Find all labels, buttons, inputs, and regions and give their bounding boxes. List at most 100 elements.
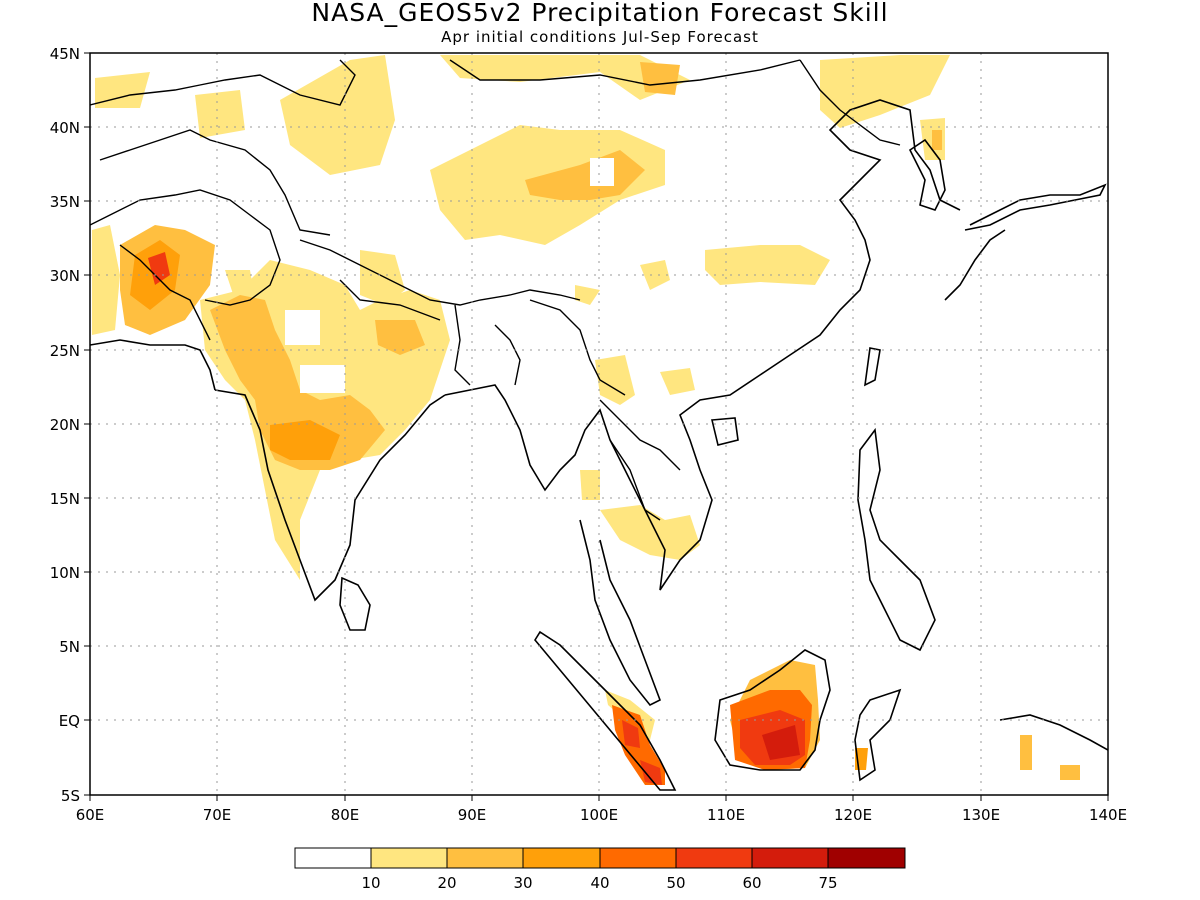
coastline xyxy=(534,630,677,791)
colorbar-label: 40 xyxy=(590,874,609,892)
coastline xyxy=(908,138,946,211)
border xyxy=(449,59,801,86)
colorbar-swatch xyxy=(827,847,906,869)
lon-tick-label: 140E xyxy=(1089,806,1127,824)
lat-tick-label: EQ xyxy=(59,712,80,730)
shade-region xyxy=(640,760,662,785)
border xyxy=(529,299,626,396)
lat-tick-label: 5N xyxy=(59,638,80,656)
colorbar-label: 50 xyxy=(666,874,685,892)
border xyxy=(90,189,281,306)
coastline xyxy=(579,519,662,707)
colorbar-swatch xyxy=(370,847,448,869)
shade-region xyxy=(622,720,640,748)
colorbar-swatch xyxy=(599,847,677,869)
shade-gap xyxy=(590,158,614,186)
lat-tick-label: 45N xyxy=(50,45,80,63)
shade-region xyxy=(600,505,700,560)
colorbar-swatch xyxy=(446,847,524,869)
page-subtitle: Apr initial conditions Jul-Sep Forecast xyxy=(441,28,759,46)
colorbar: 10 20 30 40 50 60 75 xyxy=(294,847,906,892)
coastline xyxy=(944,229,1006,301)
shade-region xyxy=(580,470,600,500)
lat-tick-label: 25N xyxy=(50,342,80,360)
border xyxy=(99,129,331,236)
shade-region xyxy=(360,250,405,305)
colorbar-swatch xyxy=(522,847,601,869)
coastline xyxy=(964,183,1107,231)
lat-tick-label: 10N xyxy=(50,564,80,582)
skill-shading xyxy=(92,55,1080,785)
colorbar-label: 30 xyxy=(513,874,532,892)
tick-marks xyxy=(84,52,1109,801)
shade-region xyxy=(705,245,830,285)
border xyxy=(454,304,471,386)
borders xyxy=(90,59,901,521)
shade-gap xyxy=(285,310,320,345)
shade-region xyxy=(932,130,942,150)
border xyxy=(599,399,681,471)
lon-tick-label: 120E xyxy=(834,806,872,824)
border xyxy=(799,59,901,146)
border xyxy=(339,279,441,321)
coastlines xyxy=(90,99,1108,791)
coastline xyxy=(339,576,371,631)
lat-tick-labels: 45N 40N 35N 30N 25N 20N 15N 10N 5N EQ 5S xyxy=(50,45,80,805)
border xyxy=(299,239,581,306)
lon-tick-label: 100E xyxy=(580,806,618,824)
coastline xyxy=(864,347,881,387)
coastline xyxy=(444,99,961,591)
shade-region xyxy=(280,55,395,175)
shade-region xyxy=(95,72,150,108)
shade-gap xyxy=(300,365,345,393)
coastline xyxy=(999,714,1108,751)
lat-tick-label: 35N xyxy=(50,193,80,211)
border xyxy=(494,324,521,386)
lon-tick-label: 60E xyxy=(76,806,105,824)
border xyxy=(609,439,661,521)
shade-region xyxy=(375,320,425,355)
lon-tick-label: 110E xyxy=(707,806,745,824)
border xyxy=(90,59,356,106)
lat-tick-label: 15N xyxy=(50,490,80,508)
coastline xyxy=(857,427,936,652)
lat-tick-label: 30N xyxy=(50,267,80,285)
coastline xyxy=(854,688,902,782)
shade-region xyxy=(820,55,950,128)
shade-region xyxy=(92,225,120,335)
coastline xyxy=(214,389,446,602)
page-title: NASA_GEOS5v2 Precipitation Forecast Skil… xyxy=(311,0,889,27)
colorbar-label: 60 xyxy=(742,874,761,892)
shade-region xyxy=(762,725,800,760)
shade-region xyxy=(660,368,695,395)
lon-tick-label: 70E xyxy=(203,806,232,824)
coastline xyxy=(711,417,739,446)
shade-region xyxy=(595,355,635,405)
colorbar-label: 75 xyxy=(818,874,837,892)
lat-tick-label: 5S xyxy=(61,787,80,805)
shade-region xyxy=(195,90,245,138)
colorbar-swatch xyxy=(675,847,753,869)
shade-region xyxy=(640,260,670,290)
lon-tick-labels: 60E 70E 80E 90E 100E 110E 120E 130E 140E xyxy=(76,806,1127,824)
lat-tick-label: 40N xyxy=(50,119,80,137)
shade-region xyxy=(210,295,385,470)
shade-region xyxy=(640,62,680,95)
shade-region xyxy=(270,420,340,460)
lon-tick-label: 80E xyxy=(331,806,360,824)
shade-region xyxy=(525,150,645,200)
shade-region xyxy=(1020,735,1032,770)
colorbar-swatch xyxy=(751,847,829,869)
colorbar-swatch xyxy=(294,847,372,869)
shade-region xyxy=(148,252,170,285)
lat-tick-label: 20N xyxy=(50,416,80,434)
coastline xyxy=(90,339,216,391)
lon-tick-label: 90E xyxy=(458,806,487,824)
shade-region xyxy=(575,285,600,305)
gridlines xyxy=(90,53,1108,795)
border xyxy=(119,244,211,341)
shade-region xyxy=(1060,765,1080,780)
colorbar-label: 10 xyxy=(361,874,380,892)
colorbar-label: 20 xyxy=(437,874,456,892)
